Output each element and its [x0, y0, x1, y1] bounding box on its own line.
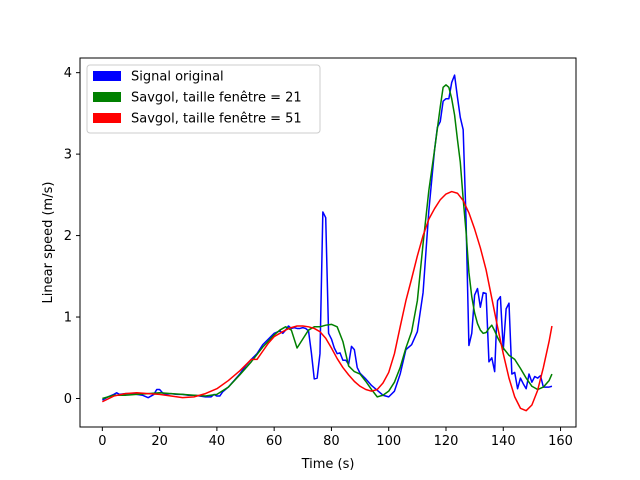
y-tick-label: 0: [64, 392, 72, 407]
series-line-3: [102, 190, 553, 412]
legend-swatch-3: [93, 113, 121, 123]
x-tick-label: 120: [434, 434, 459, 449]
series-line-2: [102, 84, 553, 400]
legend-label-2: Savgol, taille fenêtre = 21: [131, 91, 302, 106]
x-tick-label: 100: [376, 434, 401, 449]
y-tick-label: 4: [64, 66, 72, 81]
legend-label-1: Signal original: [131, 70, 224, 85]
y-tick-label: 1: [64, 311, 72, 326]
ticks-layer: 0 20 40 60 80 100 120 140 160 0 1 2 3 4: [64, 66, 573, 449]
y-tick-label: 3: [64, 148, 72, 163]
y-tick-label: 2: [64, 229, 72, 244]
legend-box: [86, 64, 321, 134]
x-axis-label: Time (s): [301, 457, 355, 472]
x-tick-label: 160: [548, 434, 573, 449]
x-tick-label: 20: [151, 434, 168, 449]
x-tick-label: 0: [98, 434, 106, 449]
axes-frame: [79, 57, 577, 428]
y-axis-label: Linear speed (m/s): [41, 182, 56, 304]
x-tick-label: 60: [266, 434, 283, 449]
series-layer: [101, 74, 553, 412]
x-tick-label: 140: [491, 434, 516, 449]
legend-label-3: Savgol, taille fenêtre = 51: [131, 112, 302, 127]
x-tick-label: 40: [209, 434, 226, 449]
x-tick-label: 80: [323, 434, 340, 449]
legend-swatch-1: [93, 71, 121, 81]
legend-swatch-2: [93, 92, 121, 102]
legend: Signal original Savgol, taille fenêtre = …: [86, 64, 321, 134]
